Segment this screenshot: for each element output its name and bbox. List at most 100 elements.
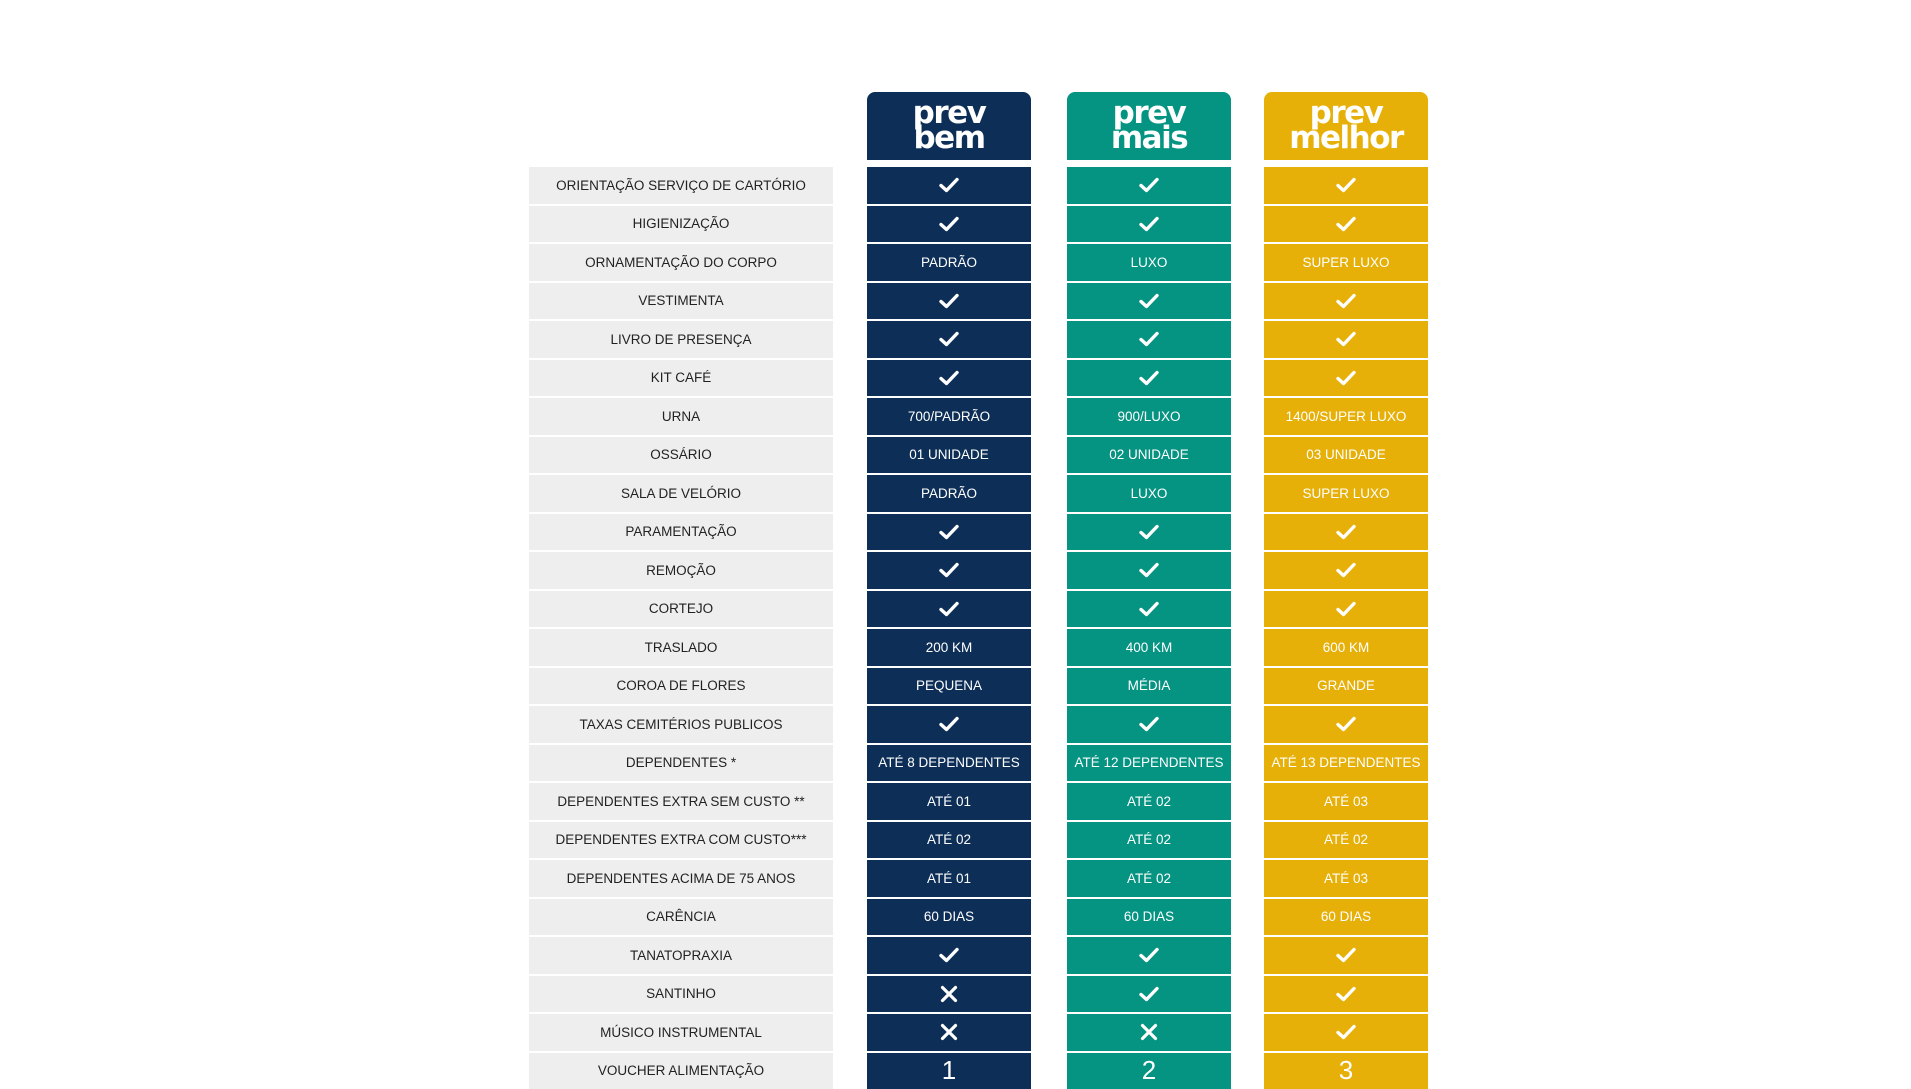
row-label: TANATOPRAXIA [529, 937, 833, 974]
check-icon [939, 563, 959, 578]
cell-mais: ATÉ 12 DEPENDENTES [1067, 744, 1231, 781]
check-icon [1336, 601, 1356, 616]
cell-mais [1067, 590, 1231, 627]
cell-melhor: SUPER LUXO [1264, 475, 1428, 512]
cell-bem [867, 975, 1031, 1012]
cell-bem [867, 205, 1031, 242]
cell-bem: 700/PADRÃO [867, 398, 1031, 435]
check-icon [1139, 293, 1159, 308]
cell-melhor [1264, 205, 1428, 242]
plan-header-bem: prev bem [867, 92, 1031, 160]
cell-mais [1067, 513, 1231, 550]
cell-melhor: ATÉ 03 [1264, 860, 1428, 897]
plan-name-line2: melhor [1289, 120, 1404, 156]
plan-name-line1: prev [1309, 95, 1384, 131]
cell-mais: 02 UNIDADE [1067, 436, 1231, 473]
cell-bem [867, 706, 1031, 743]
cell-mais: LUXO [1067, 475, 1231, 512]
cell-bem: 60 DIAS [867, 898, 1031, 935]
cell-bem: ATÉ 01 [867, 783, 1031, 820]
cell-bem: 01 UNIDADE [867, 436, 1031, 473]
cell-mais: 400 KM [1067, 629, 1231, 666]
plan-name-line2: mais [1110, 120, 1189, 156]
row-label: DEPENDENTES EXTRA SEM CUSTO ** [529, 783, 833, 820]
row-label: ORNAMENTAÇÃO DO CORPO [529, 244, 833, 281]
check-icon [1139, 178, 1159, 193]
cell-bem [867, 552, 1031, 589]
check-icon [1139, 563, 1159, 578]
check-icon [1336, 178, 1356, 193]
cell-mais [1067, 706, 1231, 743]
check-icon [939, 216, 959, 231]
cell-bem [867, 321, 1031, 358]
cell-bem: ATÉ 02 [867, 821, 1031, 858]
row-label: KIT CAFÉ [529, 359, 833, 396]
check-icon [1139, 216, 1159, 231]
check-icon [939, 524, 959, 539]
cell-bem [867, 359, 1031, 396]
cell-mais [1067, 282, 1231, 319]
row-label: REMOÇÃO [529, 552, 833, 589]
cell-melhor: 60 DIAS [1264, 898, 1428, 935]
check-icon [939, 332, 959, 347]
check-icon [1336, 216, 1356, 231]
check-icon [1139, 332, 1159, 347]
cell-mais: ATÉ 02 [1067, 783, 1231, 820]
cell-bem [867, 937, 1031, 974]
row-label: SANTINHO [529, 975, 833, 1012]
cell-bem [867, 167, 1031, 204]
cell-mais: 60 DIAS [1067, 898, 1231, 935]
row-label: SALA DE VELÓRIO [529, 475, 833, 512]
check-icon [1139, 370, 1159, 385]
check-icon [939, 601, 959, 616]
check-icon [939, 293, 959, 308]
check-icon [1139, 601, 1159, 616]
cell-melhor: ATÉ 03 [1264, 783, 1428, 820]
cell-melhor: 03 UNIDADE [1264, 436, 1428, 473]
check-icon [939, 370, 959, 385]
cell-mais: 2 [1067, 1052, 1231, 1089]
cross-icon [940, 1024, 958, 1041]
check-icon [1336, 524, 1356, 539]
row-label: VOUCHER ALIMENTAÇÃO [529, 1052, 833, 1089]
cross-icon [1140, 1024, 1158, 1041]
row-label: CORTEJO [529, 590, 833, 627]
cell-mais: ATÉ 02 [1067, 860, 1231, 897]
cell-mais [1067, 321, 1231, 358]
cell-melhor: GRANDE [1264, 667, 1428, 704]
cell-bem: PEQUENA [867, 667, 1031, 704]
cell-melhor [1264, 552, 1428, 589]
cell-bem: 200 KM [867, 629, 1031, 666]
cell-melhor [1264, 590, 1428, 627]
cell-mais [1067, 167, 1231, 204]
row-label: OSSÁRIO [529, 436, 833, 473]
row-label: LIVRO DE PRESENÇA [529, 321, 833, 358]
cell-mais: 900/LUXO [1067, 398, 1231, 435]
cell-melhor: 3 [1264, 1052, 1428, 1089]
cell-mais: LUXO [1067, 244, 1231, 281]
cell-bem: PADRÃO [867, 244, 1031, 281]
check-icon [1336, 332, 1356, 347]
plan-name-line1: prev [912, 95, 987, 131]
cell-melhor [1264, 359, 1428, 396]
row-label: MÚSICO INSTRUMENTAL [529, 1014, 833, 1051]
plan-name-line1: prev [1112, 95, 1187, 131]
row-label: DEPENDENTES * [529, 744, 833, 781]
cell-melhor [1264, 975, 1428, 1012]
cell-bem [867, 513, 1031, 550]
row-label: CARÊNCIA [529, 898, 833, 935]
check-icon [1336, 948, 1356, 963]
cell-bem [867, 590, 1031, 627]
row-label: HIGIENIZAÇÃO [529, 205, 833, 242]
row-label: TAXAS CEMITÉRIOS PUBLICOS [529, 706, 833, 743]
cell-melhor [1264, 706, 1428, 743]
row-label: COROA DE FLORES [529, 667, 833, 704]
check-icon [1336, 563, 1356, 578]
row-label: DEPENDENTES ACIMA DE 75 ANOS [529, 860, 833, 897]
cell-melhor [1264, 167, 1428, 204]
row-label: ORIENTAÇÃO SERVIÇO DE CARTÓRIO [529, 167, 833, 204]
check-icon [939, 948, 959, 963]
cell-bem: ATÉ 8 DEPENDENTES [867, 744, 1031, 781]
cell-melhor: 1400/SUPER LUXO [1264, 398, 1428, 435]
